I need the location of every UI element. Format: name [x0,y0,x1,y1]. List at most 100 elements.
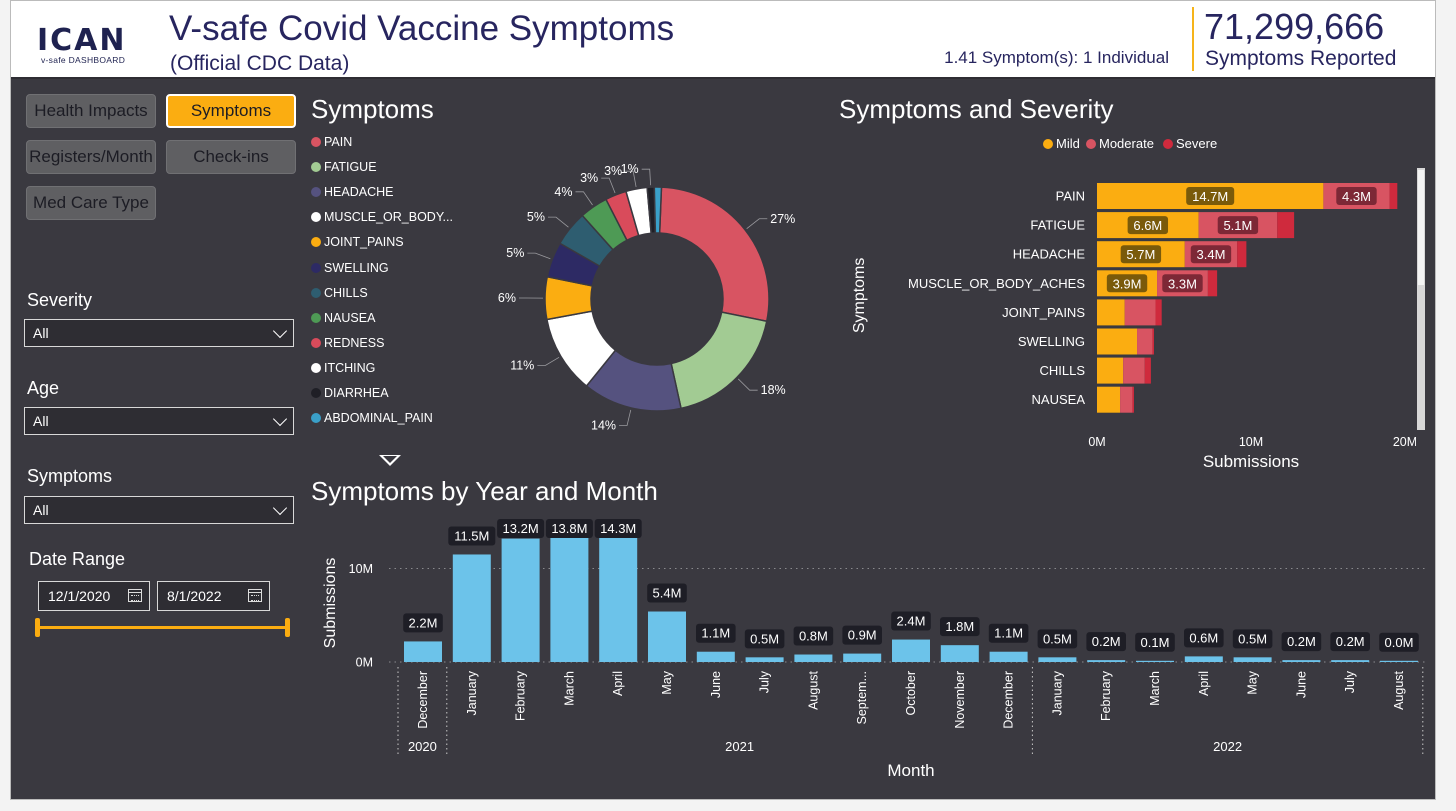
scrollbar-thumb[interactable] [1418,170,1424,285]
monthly-bar[interactable] [1282,660,1321,662]
monthly-bar[interactable] [501,538,540,662]
severity-chart-title: Symptoms and Severity [839,94,1114,124]
slider-end-handle[interactable] [285,618,290,637]
legend-item[interactable]: CHILLS [311,286,368,300]
severity-bar-segment[interactable] [1144,357,1151,384]
scrollbar[interactable] [1417,168,1425,430]
severity-legend-label: Mild [1056,136,1080,151]
severity-bar-segment[interactable] [1097,386,1121,413]
monthly-category-label: July [1343,670,1357,693]
monthly-bar[interactable] [989,651,1028,662]
health-impacts-button[interactable]: Health Impacts [26,94,156,128]
date-end-input[interactable]: 8/1/2022 [157,581,270,611]
monthly-bar[interactable] [404,641,442,662]
legend-item[interactable]: JOINT_PAINS [311,235,404,249]
logo-subtext: v-safe DASHBOARD [41,55,126,65]
age-value: All [33,413,49,429]
legend-item[interactable]: ABDOMINAL_PAIN [311,411,433,425]
legend-dot [1086,139,1096,149]
expand-arrow-icon[interactable] [379,455,401,466]
legend-item[interactable]: HEADACHE [311,185,393,199]
age-dropdown[interactable]: All [24,407,294,435]
monthly-bar[interactable] [550,532,589,662]
severity-bar-segment[interactable] [1097,357,1124,384]
severity-bar-segment[interactable] [1277,212,1295,239]
severity-data-label: 3.3M [1168,276,1197,291]
severity-bar-segment[interactable] [1097,299,1125,326]
calendar-icon[interactable] [128,589,142,602]
donut-slice[interactable] [658,186,770,323]
legend-item[interactable]: SWELLING [311,261,389,275]
monthly-bar[interactable] [843,653,882,662]
severity-bar-segment[interactable] [1389,183,1398,209]
legend-item[interactable]: FATIGUE [311,160,377,174]
monthly-category-label: February [1099,670,1113,721]
legend-item[interactable]: NAUSEA [311,311,375,325]
med-care-type-button[interactable]: Med Care Type [26,186,156,220]
monthly-bar[interactable] [696,651,735,662]
severity-dropdown[interactable]: All [24,319,294,347]
monthly-bar[interactable] [648,611,686,662]
monthly-data-label: 0.6M [1189,630,1218,645]
severity-bar-segment[interactable] [1132,386,1134,413]
severity-bar-segment[interactable] [1207,270,1218,297]
severity-bar-segment[interactable] [1120,386,1133,413]
monthly-bar[interactable] [892,639,930,662]
monthly-bar[interactable] [1380,660,1418,662]
monthly-bar[interactable] [1136,660,1174,662]
severity-data-label-bg [1186,187,1235,205]
legend-dot [311,162,321,173]
severity-value: All [33,325,49,341]
severity-bar-segment[interactable] [1137,328,1153,355]
date-range-slider[interactable] [37,626,289,629]
monthly-bar[interactable] [1184,656,1223,662]
donut-data-label: 11% [510,359,534,373]
calendar-icon[interactable] [248,589,262,602]
registers-month-button[interactable]: Registers/Month [26,140,156,174]
monthly-bar[interactable] [940,645,979,662]
severity-bar-segment[interactable] [1123,357,1145,384]
monthly-bar[interactable] [1087,660,1126,662]
check-ins-button[interactable]: Check-ins [166,140,296,174]
legend-label: PAIN [324,135,353,149]
monthly-category-label: April [1197,671,1211,696]
severity-chart: Symptoms PAIN 14.7M 4.3M FATIGUE 6.6M 5.1M HEAD… [851,183,1416,471]
monthly-bar[interactable] [1038,657,1077,662]
date-end-value: 8/1/2022 [167,588,222,604]
legend-item[interactable]: ITCHING [311,361,375,375]
severity-legend-item[interactable]: Severe [1163,136,1217,151]
severity-bar-segment[interactable] [1097,328,1138,355]
monthly-category-label: January [1050,670,1064,715]
severity-bar-segment[interactable] [1152,328,1154,355]
legend-item[interactable]: PAIN [311,135,352,149]
monthly-category-label: August [806,670,820,709]
donut-data-label: 27% [770,212,795,226]
legend-item[interactable]: DIARRHEA [311,386,389,400]
monthly-bar[interactable] [794,654,833,662]
monthly-bar[interactable] [745,657,784,662]
severity-y-axis-title: Symptoms [851,258,868,334]
legend-item[interactable]: REDNESS [311,336,384,350]
monthly-category-label: June [1294,671,1308,698]
monthly-bar[interactable] [599,528,638,662]
monthly-bar[interactable] [1331,660,1370,662]
monthly-bar[interactable] [452,554,491,662]
monthly-data-label-bg [744,629,785,649]
monthly-bar[interactable] [1233,657,1272,662]
legend-dot [311,262,321,273]
legend-dot [311,137,321,147]
symptoms-dropdown[interactable]: All [24,496,294,524]
severity-legend-item[interactable]: Moderate [1086,136,1154,151]
date-start-input[interactable]: 12/1/2020 [38,581,150,611]
severity-bar-segment[interactable] [1237,241,1247,268]
symptoms-button[interactable]: Symptoms [166,94,296,128]
severity-legend-item[interactable]: Mild [1043,136,1080,151]
monthly-data-label-bg [1379,632,1419,652]
year-label: 2021 [725,739,754,754]
severity-bar-segment[interactable] [1155,299,1162,326]
donut-slice[interactable] [653,186,663,234]
legend-item[interactable]: MUSCLE_OR_BODY... [311,210,453,224]
slider-start-handle[interactable] [35,618,40,637]
donut-slice[interactable] [670,311,768,410]
severity-bar-segment[interactable] [1124,299,1156,326]
